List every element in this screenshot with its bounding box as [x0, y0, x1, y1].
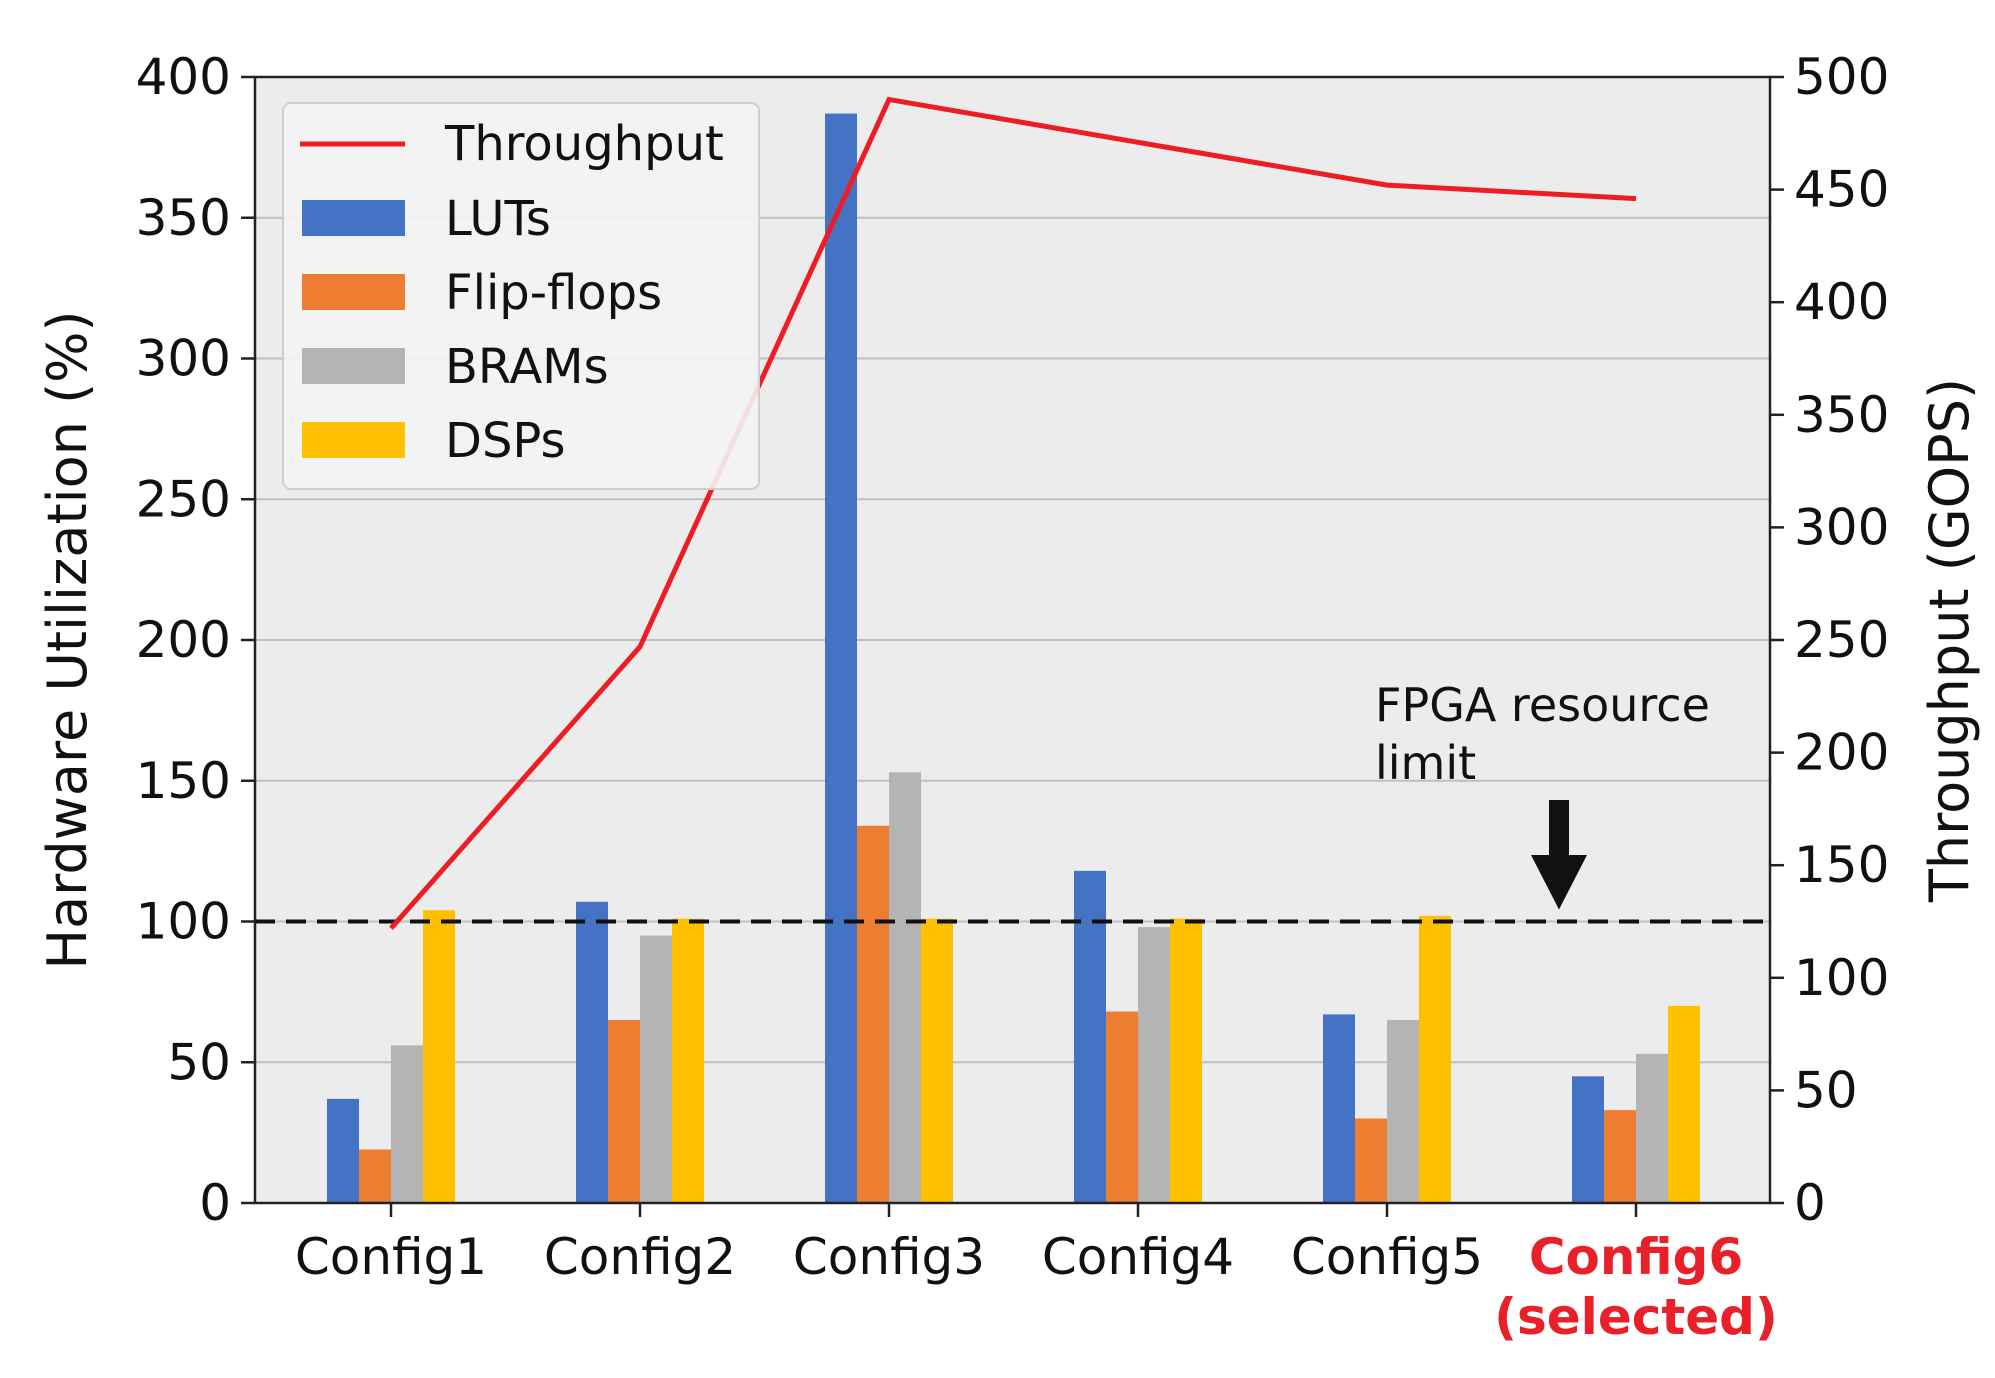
right-tick-label-450: 450: [1794, 161, 1889, 219]
resource-limit-annotation: FPGA resource limit: [1375, 678, 1710, 910]
right-tick-label-0: 0: [1794, 1174, 1826, 1232]
bar-dsps-config2: [672, 918, 704, 1203]
y-axis-title: Hardware Utilization (%): [36, 310, 99, 969]
right-tick-label-100: 100: [1794, 949, 1889, 1007]
bar-flip-flops-config6: [1604, 1110, 1636, 1203]
bar-luts-config3: [825, 113, 857, 1204]
bar-flip-flops-config1: [359, 1149, 391, 1203]
legend-flip-flops-label: Flip-flops: [445, 265, 662, 321]
bar-luts-config1: [327, 1098, 359, 1203]
x-tick-label-config6: Config6: [1529, 1228, 1743, 1286]
left-tick-label-150: 150: [136, 752, 231, 810]
right-tick-label-400: 400: [1794, 273, 1889, 331]
bar-dsps-config6: [1668, 1005, 1700, 1203]
right-tick-label-150: 150: [1794, 836, 1889, 894]
left-axis-ticks: 0 50 100 150 200 250 300 350 400: [136, 48, 255, 1232]
left-tick-label-200: 200: [136, 611, 231, 669]
x-tick-label-config4: Config4: [1042, 1228, 1234, 1286]
bar-luts-config2: [576, 901, 608, 1203]
right-tick-label-50: 50: [1794, 1061, 1858, 1119]
annotation-line-1: FPGA resource: [1375, 678, 1710, 732]
y-axis-right-title: Throughput (GOPS): [1918, 378, 1981, 903]
left-tick-label-50: 50: [167, 1033, 231, 1091]
right-tick-label-200: 200: [1794, 724, 1889, 782]
x-axis-ticks: Config1 Config2 Config3 Config4 Config5 Confi…: [295, 1203, 1778, 1346]
bar-luts-config6: [1572, 1076, 1604, 1203]
bar-flip-flops-config3: [857, 825, 889, 1203]
x-tick-label-selected-note: (selected): [1494, 1288, 1778, 1346]
right-tick-label-350: 350: [1794, 386, 1889, 444]
bar-dsps-config3: [921, 918, 953, 1203]
bar-brams-config5: [1387, 1020, 1419, 1203]
bar-luts-config4: [1074, 870, 1106, 1203]
bar-flip-flops-config4: [1106, 1011, 1138, 1203]
bar-dsps-config5: [1419, 915, 1451, 1203]
bar-series: [327, 113, 1700, 1204]
left-tick-label-0: 0: [199, 1174, 231, 1232]
bar-flip-flops-config5: [1355, 1118, 1387, 1203]
bar-brams-config4: [1138, 927, 1170, 1203]
bar-brams-config3: [889, 772, 921, 1203]
legend-flip-flops-swatch: [302, 274, 405, 310]
legend-dsps-label: DSPs: [445, 413, 566, 469]
left-tick-label-250: 250: [136, 470, 231, 528]
bar-luts-config5: [1323, 1014, 1355, 1203]
right-tick-label-300: 300: [1794, 498, 1889, 556]
bar-brams-config1: [391, 1045, 423, 1203]
legend-brams-label: BRAMs: [445, 339, 609, 395]
bar-brams-config6: [1636, 1053, 1668, 1203]
x-tick-label-config3: Config3: [793, 1228, 985, 1286]
legend-box: [282, 102, 760, 490]
left-tick-label-100: 100: [136, 893, 231, 951]
bar-dsps-config1: [423, 910, 455, 1203]
throughput-line: [389, 96, 1637, 930]
left-tick-label-300: 300: [136, 330, 231, 388]
legend: Throughput LUTs Flip-flops BRAMs DSPs: [282, 102, 760, 490]
x-tick-label-config5: Config5: [1291, 1228, 1483, 1286]
x-tick-label-config2: Config2: [544, 1228, 736, 1286]
left-tick-label-350: 350: [136, 189, 231, 247]
down-arrow-icon: [1531, 800, 1587, 910]
bar-brams-config2: [640, 935, 672, 1203]
legend-throughput-label: Throughput: [444, 116, 724, 172]
legend-dsps-swatch: [302, 422, 405, 458]
legend-brams-swatch: [302, 348, 405, 384]
right-axis-ticks: 0 50 100 150 200 250 300 350 400 450 500: [1770, 48, 1889, 1232]
legend-luts-label: LUTs: [445, 191, 551, 247]
annotation-line-2: limit: [1375, 736, 1476, 790]
bar-flip-flops-config2: [608, 1020, 640, 1203]
right-tick-label-250: 250: [1794, 611, 1889, 669]
x-tick-label-config1: Config1: [295, 1228, 487, 1286]
bar-dsps-config4: [1170, 918, 1202, 1203]
left-tick-label-400: 400: [136, 48, 231, 106]
legend-luts-swatch: [302, 200, 405, 236]
right-tick-label-500: 500: [1794, 48, 1889, 106]
